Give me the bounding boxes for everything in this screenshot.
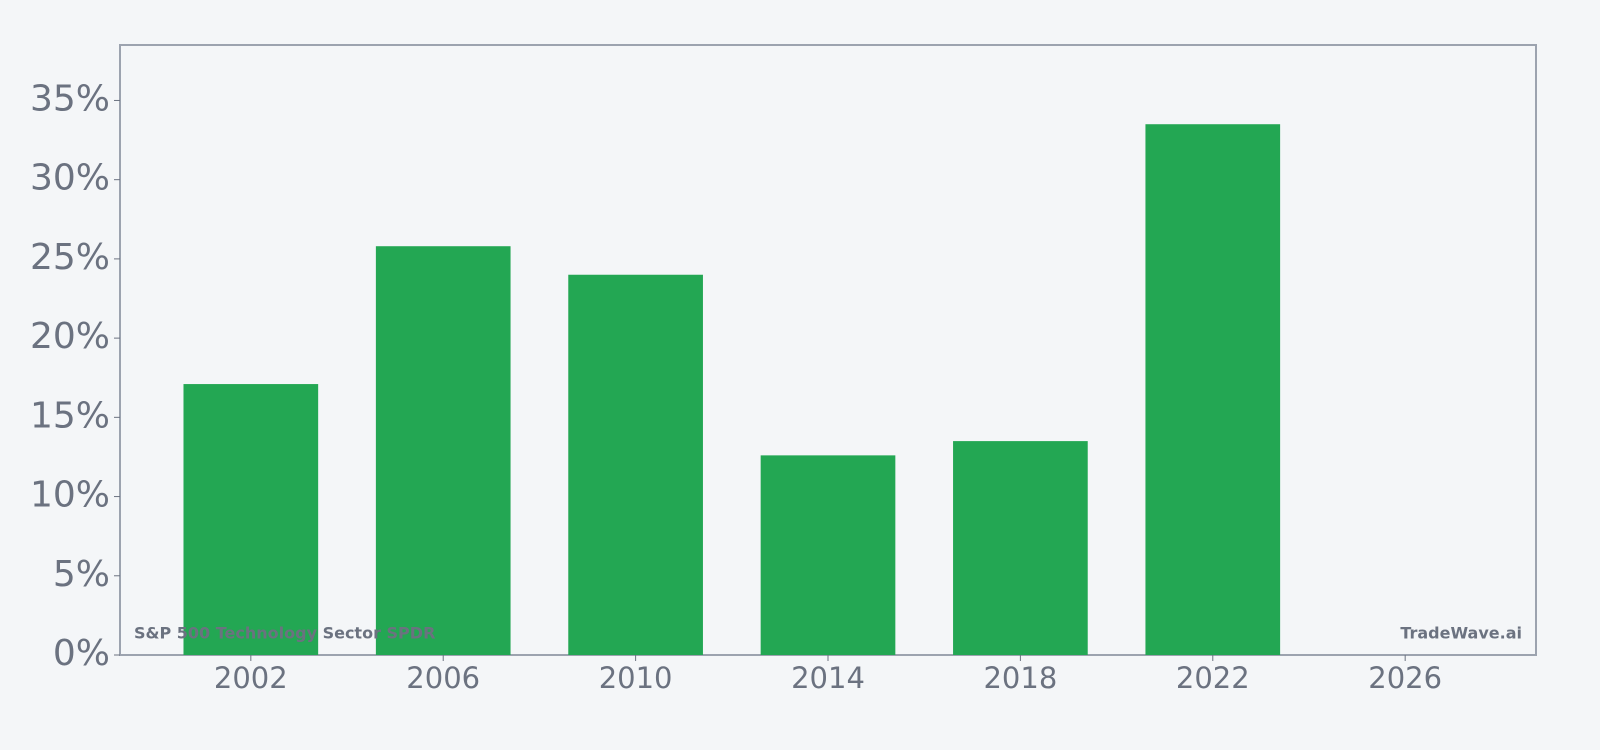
x-tick-label: 2026 — [1368, 661, 1442, 695]
y-tick-label: 30% — [30, 158, 110, 199]
x-tick-label: 2010 — [599, 661, 673, 695]
y-tick-label: 10% — [30, 475, 110, 516]
bar — [568, 274, 703, 655]
x-tick-label: 2002 — [214, 661, 288, 695]
y-tick-label: 0% — [53, 633, 110, 674]
x-tick-label: 2014 — [791, 661, 865, 695]
y-tick-label: 35% — [30, 78, 110, 119]
annotation: S&P 500 Technology Sector SPDR — [134, 624, 435, 643]
x-tick-label: 2006 — [406, 661, 480, 695]
bar — [1145, 124, 1281, 656]
y-tick-label: 25% — [30, 237, 110, 278]
bar — [760, 455, 896, 655]
y-tick-label: 5% — [53, 554, 110, 595]
annotation: TradeWave.ai — [1400, 624, 1522, 643]
bar — [183, 384, 319, 655]
x-tick-label: 2018 — [983, 661, 1057, 695]
y-tick-label: 15% — [30, 395, 110, 436]
y-tick-label: 20% — [30, 316, 110, 357]
bar — [375, 246, 511, 656]
x-tick-label: 2022 — [1176, 661, 1250, 695]
bar — [953, 441, 1088, 655]
